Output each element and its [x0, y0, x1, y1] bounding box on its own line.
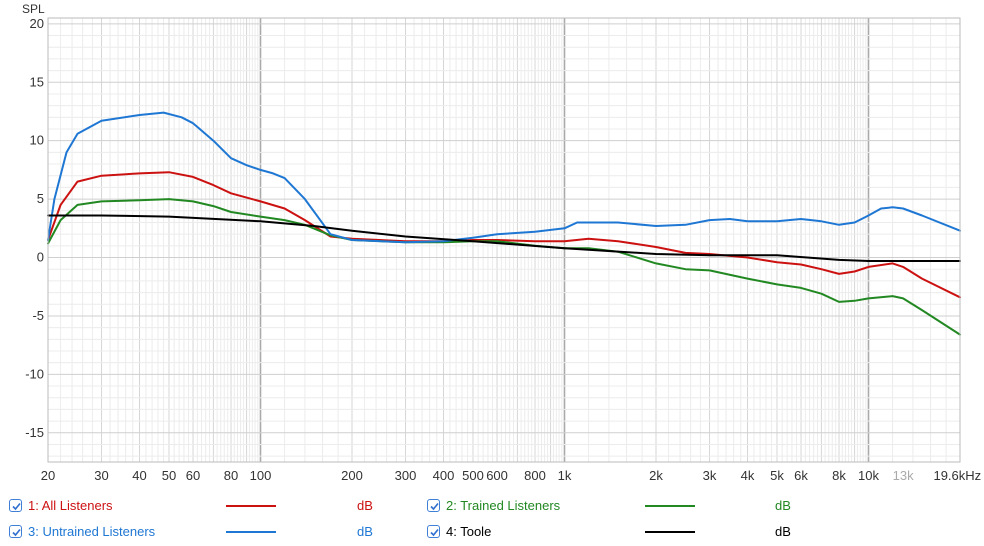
x-tick-label: 80: [224, 468, 238, 483]
legend-label: 1: All Listeners: [28, 498, 113, 513]
x-tick-label: 19.6kHz: [933, 468, 981, 483]
y-axis-title: SPL: [22, 2, 45, 16]
x-tick-label: 60: [186, 468, 200, 483]
legend-line-swatch: [226, 531, 276, 533]
series-line-4-toole: [47, 214, 961, 262]
checkbox-untrained-listeners[interactable]: [9, 525, 22, 538]
check-icon: [430, 502, 439, 511]
legend-unit: dB: [357, 524, 373, 539]
x-tick-label: 3k: [703, 468, 717, 483]
legend-label: 4: Toole: [446, 524, 492, 539]
series-layer: [47, 111, 961, 336]
x-tick-label: 100: [250, 468, 272, 483]
x-tick-label: 13k: [893, 468, 914, 483]
x-tick-label: 6k: [794, 468, 808, 483]
x-tick-label: 50: [162, 468, 176, 483]
x-tick-label: 2k: [649, 468, 663, 483]
legend-label: 3: Untrained Listeners: [28, 524, 156, 539]
y-tick-label: 0: [37, 250, 44, 265]
legend-line-swatch: [645, 531, 695, 533]
check-icon: [12, 502, 21, 511]
x-tick-label: 1k: [558, 468, 572, 483]
series-line-3-untrained-listeners: [47, 111, 961, 244]
series-line-1-all-listeners: [47, 171, 961, 299]
grid: [47, 18, 961, 462]
legend-row-1: 1: All Listeners dB 2: Trained Listeners…: [0, 497, 984, 517]
x-tick-label: 5k: [770, 468, 784, 483]
legend-label: 2: Trained Listeners: [446, 498, 561, 513]
plot-frame: [47, 17, 961, 463]
series-line-2-trained-listeners: [47, 198, 961, 336]
check-icon: [12, 528, 21, 537]
x-tick-label: 800: [524, 468, 546, 483]
x-tick-label: 4k: [741, 468, 755, 483]
y-tick-label: 5: [37, 191, 44, 206]
y-tick-label: 10: [30, 133, 44, 148]
x-tick-label: 600: [486, 468, 508, 483]
y-tick-label: 15: [30, 74, 44, 89]
legend-unit: dB: [775, 498, 791, 513]
checkbox-trained-listeners[interactable]: [427, 499, 440, 512]
checkbox-toole[interactable]: [427, 525, 440, 538]
x-tick-label: 30: [94, 468, 108, 483]
checkbox-all-listeners[interactable]: [9, 499, 22, 512]
x-tick-label: 40: [132, 468, 146, 483]
x-tick-label: 400: [433, 468, 455, 483]
x-tick-label: 200: [341, 468, 363, 483]
y-tick-label: -15: [25, 425, 44, 440]
legend-line-swatch: [226, 505, 276, 507]
legend-row-2: 3: Untrained Listeners dB 4: Toole dB: [0, 523, 984, 543]
legend-line-swatch: [645, 505, 695, 507]
x-tick-label: 300: [395, 468, 417, 483]
x-tick-label: 20: [41, 468, 55, 483]
legend-unit: dB: [775, 524, 791, 539]
legend-unit: dB: [357, 498, 373, 513]
y-tick-label: -5: [32, 308, 44, 323]
x-tick-label: 10k: [858, 468, 879, 483]
x-tick-label: 500: [462, 468, 484, 483]
y-tick-label: 20: [30, 16, 44, 31]
y-tick-label: -10: [25, 366, 44, 381]
check-icon: [430, 528, 439, 537]
x-tick-label: 8k: [832, 468, 846, 483]
